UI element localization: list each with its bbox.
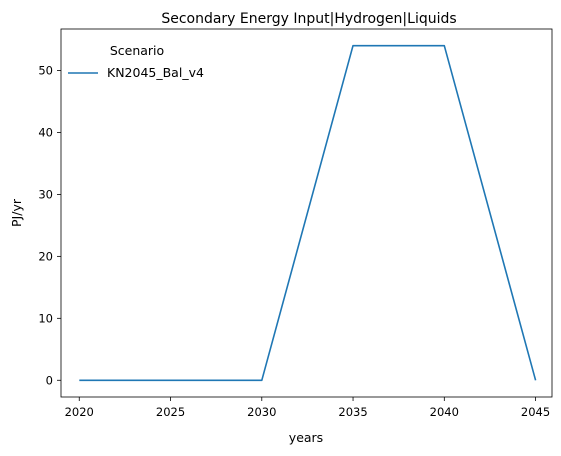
chart-title: Secondary Energy Input|Hydrogen|Liquids xyxy=(161,11,456,27)
y-tick-label: 0 xyxy=(46,373,53,387)
y-axis-label: PJ/yr xyxy=(9,198,24,227)
y-tick-label: 30 xyxy=(38,187,53,201)
y-tick-label: 50 xyxy=(38,64,53,78)
x-tick-label: 2030 xyxy=(247,405,276,419)
legend-title: Scenario xyxy=(110,43,164,58)
series-layer xyxy=(79,44,537,382)
plot-area xyxy=(60,28,553,398)
series-line-kn2045-bal-v4 xyxy=(79,44,537,382)
x-tick-label: 2020 xyxy=(65,405,94,419)
legend-entry-kn2045-bal-v4: KN2045_Bal_v4 xyxy=(107,65,204,80)
legend: Scenario KN2045_Bal_v4 xyxy=(68,43,204,80)
x-axis: 2020 2025 2030 2035 2040 2045 xyxy=(65,397,550,419)
x-tick-label: 2040 xyxy=(430,405,459,419)
x-axis-label: years xyxy=(289,430,323,445)
x-tick-label: 2025 xyxy=(156,405,185,419)
x-tick-label: 2035 xyxy=(338,405,367,419)
y-tick-label: 40 xyxy=(38,125,53,139)
y-axis: 0 10 20 30 40 50 xyxy=(38,64,61,387)
x-tick-label: 2045 xyxy=(521,405,550,419)
y-tick-label: 10 xyxy=(38,311,53,325)
y-tick-label: 20 xyxy=(38,249,53,263)
